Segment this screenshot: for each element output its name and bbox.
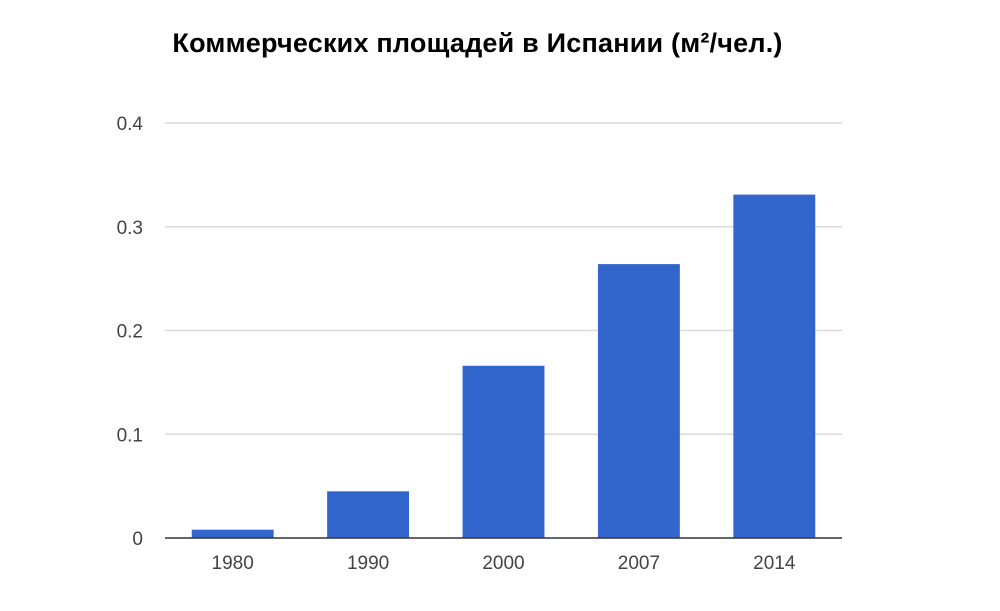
x-tick-label: 2014 (753, 553, 796, 574)
y-tick-label: 0.4 (117, 114, 144, 135)
gridlines (165, 122, 842, 435)
x-tick-label: 1990 (347, 553, 389, 574)
y-tick-label: 0.1 (117, 425, 143, 446)
x-tick-label: 1980 (212, 553, 254, 574)
x-tick-labels: 1980 1990 2000 2007 2014 (212, 553, 796, 574)
x-tick-label: 2007 (618, 553, 660, 574)
y-tick-label: 0.2 (117, 322, 143, 343)
bar-2007 (597, 264, 680, 538)
bars (191, 194, 816, 538)
chart-title: Коммерческих площадей в Испании (м²/чел.… (172, 28, 783, 58)
bar-1980 (191, 529, 274, 538)
bar-2000 (462, 365, 545, 538)
x-tick-label: 2000 (482, 553, 524, 574)
y-tick-labels: 0 0.1 0.2 0.3 0.4 (117, 114, 144, 550)
bar-1990 (327, 491, 410, 538)
y-tick-label: 0.3 (117, 218, 143, 239)
y-tick-label: 0 (132, 529, 143, 550)
bar-2014 (733, 194, 816, 538)
